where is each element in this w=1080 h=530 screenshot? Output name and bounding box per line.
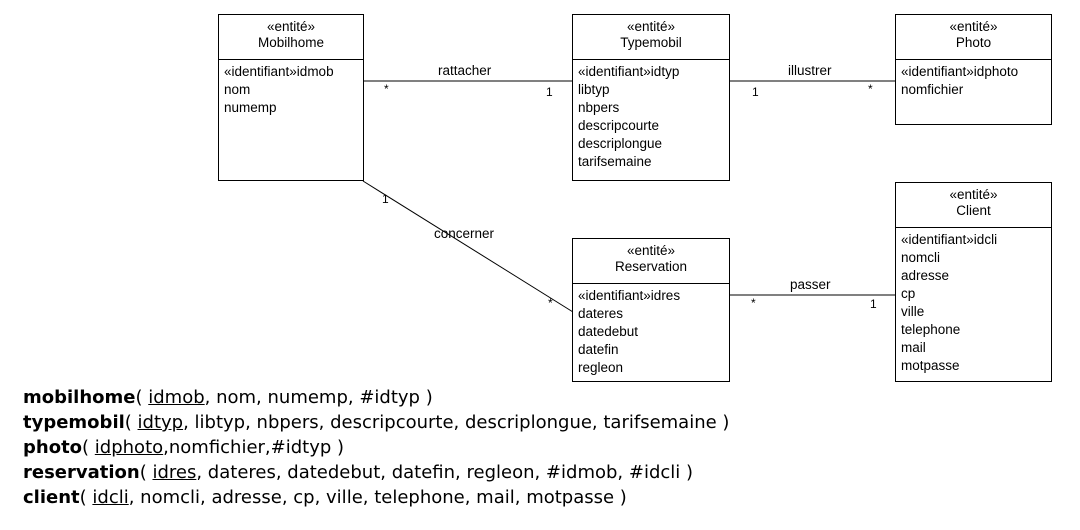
- relation-attributes: , nom, numemp, #idtyp ): [204, 387, 433, 408]
- relation-attributes: , nomcli, adresse, cp, ville, telephone,…: [128, 487, 627, 508]
- relation-open: (: [79, 487, 93, 508]
- attribute: «identifiant»idphoto: [901, 64, 1019, 79]
- attribute: motpasse: [901, 358, 960, 373]
- attribute: nomfichier: [901, 82, 964, 97]
- attribute: nbpers: [578, 100, 620, 115]
- entity-attributes: «identifiant»idphoto nomfichier: [896, 60, 1051, 99]
- entity-stereotype: «entité»: [626, 19, 676, 34]
- entity-header: «entité» Typemobil: [573, 15, 729, 60]
- link-concerner: [362, 180, 574, 313]
- relational-schema: mobilhome( idmob, nom, numemp, #idtyp ) …: [23, 385, 729, 510]
- multiplicity-concerner-mobilhome: 1: [382, 192, 389, 206]
- entity-header: «entité» Reservation: [573, 239, 729, 284]
- attribute: cp: [901, 286, 916, 301]
- attribute: «identifiant»idcli: [901, 232, 998, 247]
- multiplicity-passer-client: 1: [870, 297, 877, 311]
- relation-name: typemobil: [23, 412, 125, 433]
- relation-name: reservation: [23, 462, 140, 483]
- relation-typemobil: typemobil( idtyp, libtyp, nbpers, descri…: [23, 410, 729, 435]
- relation-name: client: [23, 487, 80, 508]
- attribute: «identifiant»idtyp: [578, 64, 680, 79]
- entity-header: «entité» Photo: [896, 15, 1051, 60]
- multiplicity-passer-reservation: *: [751, 296, 756, 310]
- entity-client: «entité» Client «identifiant»idcli nomcl…: [895, 182, 1052, 382]
- multiplicity-illustrer-photo: *: [868, 82, 873, 96]
- attribute: descripcourte: [578, 118, 660, 133]
- attribute: «identifiant»idres: [578, 288, 681, 303]
- entity-mobilhome: «entité» Mobilhome «identifiant»idmob no…: [218, 14, 364, 181]
- relation-client: client( idcli, nomcli, adresse, cp, vill…: [23, 485, 729, 510]
- entity-reservation: «entité» Reservation «identifiant»idres …: [572, 238, 730, 382]
- attribute: numemp: [224, 100, 277, 115]
- entity-header: «entité» Mobilhome: [219, 15, 363, 60]
- attribute: libtyp: [578, 82, 610, 97]
- attribute: nom: [224, 82, 251, 97]
- entity-attributes: «identifiant»idres dateres datedebut dat…: [573, 284, 729, 377]
- multiplicity-rattacher-mobilhome: *: [384, 82, 389, 96]
- relation-open: (: [139, 462, 153, 483]
- attribute: dateres: [578, 306, 624, 321]
- primary-key: idcli: [92, 487, 129, 508]
- entity-name: Client: [956, 203, 991, 218]
- entity-header: «entité» Client: [896, 183, 1051, 228]
- attribute: tarifsemaine: [578, 154, 652, 169]
- attribute: adresse: [901, 268, 950, 283]
- association-label-illustrer: illustrer: [788, 63, 832, 78]
- primary-key: idres: [152, 462, 197, 483]
- attribute: descriplongue: [578, 136, 663, 151]
- relation-attributes: , libtyp, nbpers, descripcourte, descrip…: [183, 412, 730, 433]
- attribute: datedebut: [578, 324, 639, 339]
- entity-typemobil: «entité» Typemobil «identifiant»idtyp li…: [572, 14, 730, 181]
- entity-name: Typemobil: [620, 35, 682, 50]
- primary-key: idmob: [148, 387, 205, 408]
- association-label-passer: passer: [790, 277, 831, 292]
- entity-name: Mobilhome: [257, 35, 325, 50]
- relation-name: photo: [23, 437, 83, 458]
- primary-key: idtyp: [137, 412, 184, 433]
- association-label-concerner: concerner: [434, 226, 495, 241]
- multiplicity-concerner-reservation: *: [548, 296, 553, 310]
- attribute: nomcli: [901, 250, 941, 265]
- relation-reservation: reservation( idres, dateres, datedebut, …: [23, 460, 729, 485]
- multiplicity-illustrer-typemobil: 1: [752, 85, 759, 99]
- entity-stereotype: «entité»: [949, 187, 998, 202]
- entity-attributes: «identifiant»idcli nomcli adresse cp vil…: [896, 228, 1051, 375]
- entity-name: Photo: [955, 35, 992, 50]
- entity-attributes: «identifiant»idtyp libtyp nbpers descrip…: [573, 60, 729, 171]
- attribute: datefin: [578, 342, 619, 357]
- attribute: regleon: [578, 360, 624, 375]
- attribute: telephone: [901, 322, 961, 337]
- relation-attributes: ,nomfichier,#idtyp ): [163, 437, 345, 458]
- entity-name: Reservation: [614, 259, 688, 274]
- entity-stereotype: «entité»: [949, 19, 998, 34]
- relation-open: (: [135, 387, 149, 408]
- relation-photo: photo( idphoto,nomfichier,#idtyp ): [23, 435, 729, 460]
- entity-attributes: «identifiant»idmob nom numemp: [219, 60, 363, 117]
- relation-open: (: [124, 412, 138, 433]
- relation-attributes: , dateres, datedebut, datefin, regleon, …: [196, 462, 694, 483]
- association-label-rattacher: rattacher: [438, 63, 492, 78]
- relation-mobilhome: mobilhome( idmob, nom, numemp, #idtyp ): [23, 385, 729, 410]
- entity-stereotype: «entité»: [626, 243, 676, 258]
- multiplicity-rattacher-typemobil: 1: [546, 85, 553, 99]
- attribute: ville: [901, 304, 925, 319]
- attribute: mail: [901, 340, 926, 355]
- relation-open: (: [82, 437, 95, 458]
- entity-stereotype: «entité»: [266, 19, 316, 34]
- relation-name: mobilhome: [23, 387, 136, 408]
- attribute: «identifiant»idmob: [224, 64, 334, 79]
- entity-photo: «entité» Photo «identifiant»idphoto nomf…: [895, 14, 1052, 125]
- primary-key: idphoto: [94, 437, 164, 458]
